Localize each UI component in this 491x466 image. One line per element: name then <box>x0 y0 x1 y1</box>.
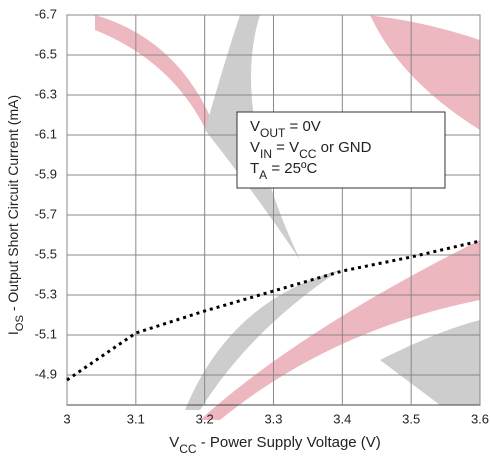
text-part: OS <box>14 315 26 331</box>
text-part: CC <box>179 442 197 456</box>
text-part: V <box>250 139 260 156</box>
x-tick-label: 3.6 <box>471 411 489 426</box>
text-part: T <box>250 160 259 177</box>
text-part: A <box>259 168 267 182</box>
text-part: - Power Supply Voltage (V) <box>197 434 381 451</box>
text-part: V <box>250 118 260 135</box>
text-part: I <box>5 331 21 335</box>
y-tick-label: -5.1 <box>35 326 57 341</box>
text-part: V <box>169 434 179 451</box>
y-tick-label: -6.3 <box>35 86 57 101</box>
y-tick-label: -5.7 <box>35 206 57 221</box>
annotation-line: VOUT = 0V <box>250 118 321 140</box>
watermark <box>95 15 480 420</box>
y-tick-label: -5.5 <box>35 246 57 261</box>
x-tick-label: 3.5 <box>402 411 420 426</box>
y-tick-label: -6.1 <box>35 126 57 141</box>
annotation-line: TA = 25ºC <box>250 160 317 182</box>
y-tick-label: -5.3 <box>35 286 57 301</box>
y-axis-title: IOS - Output Short Circuit Current (mA) <box>5 95 26 335</box>
x-tick-label: 3.4 <box>333 411 351 426</box>
text-part: OUT <box>260 126 286 140</box>
y-tick-label: -6.5 <box>35 46 57 61</box>
x-axis-title: VCC - Power Supply Voltage (V) <box>169 434 381 456</box>
text-part: IN <box>260 147 272 161</box>
text-part: = 0V <box>285 118 320 135</box>
y-tick-label: -4.9 <box>35 366 57 381</box>
y-tick-label: -6.7 <box>35 6 57 21</box>
x-tick-label: 3.3 <box>264 411 282 426</box>
text-part: = V <box>272 139 299 156</box>
x-tick-label: 3 <box>63 411 70 426</box>
x-tick-label: 3.1 <box>127 411 145 426</box>
y-tick-label: -5.9 <box>35 166 57 181</box>
text-part: CC <box>299 147 317 161</box>
text-part: - Output Short Circuit Current (mA) <box>5 95 21 315</box>
annotation-line: VIN = VCC or GND <box>250 139 372 161</box>
text-part: = 25ºC <box>267 160 317 177</box>
x-tick-label: 3.2 <box>196 411 214 426</box>
text-part: or GND <box>316 139 371 156</box>
